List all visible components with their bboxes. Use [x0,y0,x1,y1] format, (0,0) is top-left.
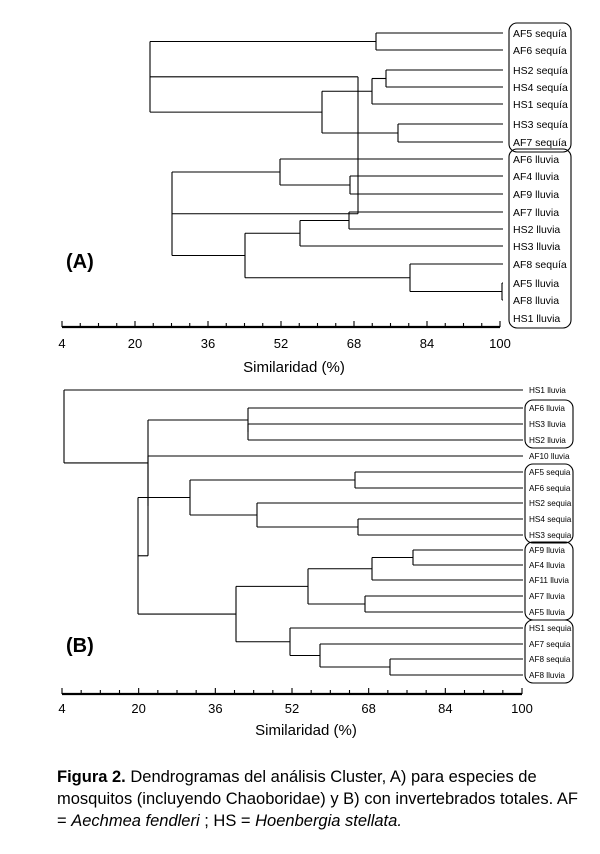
leaf-label: AF11 lluvia [529,576,569,585]
axis-tick-label: 4 [58,336,65,351]
leaf-label: AF7 sequía [513,137,567,149]
leaf-label: AF5 sequia [529,468,571,477]
leaf-label: AF7 lluvia [529,592,565,601]
caption-text-1: Dendrogramas del análisis Cluster, A) pa… [57,768,578,830]
caption-label: Figura 2. [57,768,126,786]
leaf-label: AF6 lluvia [529,404,565,413]
group-box [508,22,572,153]
axis-tick-label: 84 [438,701,452,716]
axis-tick-label: 100 [489,336,511,351]
group-box [524,399,574,449]
leaf-label: HS3 sequia [529,531,572,540]
group-box [524,619,574,684]
panel-label: (A) [66,251,94,273]
leaf-label: AF9 lluvia [513,189,559,201]
axis-tick-label: 36 [208,701,222,716]
leaf-label: AF6 lluvia [513,154,559,166]
panel-label: (B) [66,635,94,657]
leaf-label: HS2 lluvia [513,224,560,236]
axis-tick-label: 52 [274,336,288,351]
axis-title: Similaridad (%) [243,359,345,376]
axis-tick-label: 36 [201,336,215,351]
leaf-label: HS2 sequía [513,65,568,77]
leaf-label: AF4 lluvia [513,171,559,183]
axis-tick-label: 84 [420,336,434,351]
axis-tick-label: 68 [361,701,375,716]
leaf-label: AF5 sequía [513,28,567,40]
axis-title: Similaridad (%) [255,722,357,739]
leaf-label: HS1 lluvia [529,386,566,395]
leaf-label: AF8 sequía [513,259,567,271]
leaf-label: HS1 sequía [513,99,568,111]
axis-tick-label: 68 [347,336,361,351]
caption-text-2: ; HS = [199,812,256,830]
caption-species-1: Aechmea fendleri [71,812,200,830]
leaf-label: HS2 sequia [529,499,572,508]
leaf-label: AF6 sequia [529,484,571,493]
axis-tick-label: 20 [131,701,145,716]
leaf-label: HS1 sequia [529,624,572,633]
leaf-label: HS3 sequía [513,119,568,131]
leaf-label: AF4 lluvia [529,561,565,570]
group-box [508,148,572,329]
leaf-label: AF7 lluvia [513,207,559,219]
axis-tick-label: 4 [58,701,65,716]
dendrogram-b: HS1 lluvia AF6 lluvia HS3 lluvia HS2 lluvia… [58,386,574,739]
caption-species-2: Hoenbergia stellata. [255,812,402,830]
leaf-label: HS3 lluvia [513,241,560,253]
group-box [524,463,574,544]
leaf-label: AF8 sequia [529,655,571,664]
leaf-label: HS4 sequia [529,515,572,524]
axis-tick-label: 52 [285,701,299,716]
leaf-label: HS2 lluvia [529,436,566,445]
axis-tick-label: 20 [128,336,142,351]
figure-caption: Figura 2. Dendrogramas del análisis Clus… [57,766,587,832]
leaf-label: HS4 sequía [513,82,568,94]
leaf-label: AF9 lluvia [529,546,565,555]
leaf-label: HS1 lluvia [513,313,560,325]
dendrogram-a: AF5 sequía AF6 sequía HS2 sequía HS4 sequía… [58,22,572,376]
leaf-label: AF5 lluvia [513,278,559,290]
leaf-label: AF10 lluvia [529,452,570,461]
leaf-label: AF8 lluvia [529,671,565,680]
leaf-label: AF5 lluvia [529,608,565,617]
leaf-label: AF8 lluvia [513,295,559,307]
leaf-label: AF6 sequía [513,45,567,57]
axis-tick-label: 100 [511,701,533,716]
leaf-label: HS3 lluvia [529,420,566,429]
leaf-label: AF7 sequia [529,640,571,649]
